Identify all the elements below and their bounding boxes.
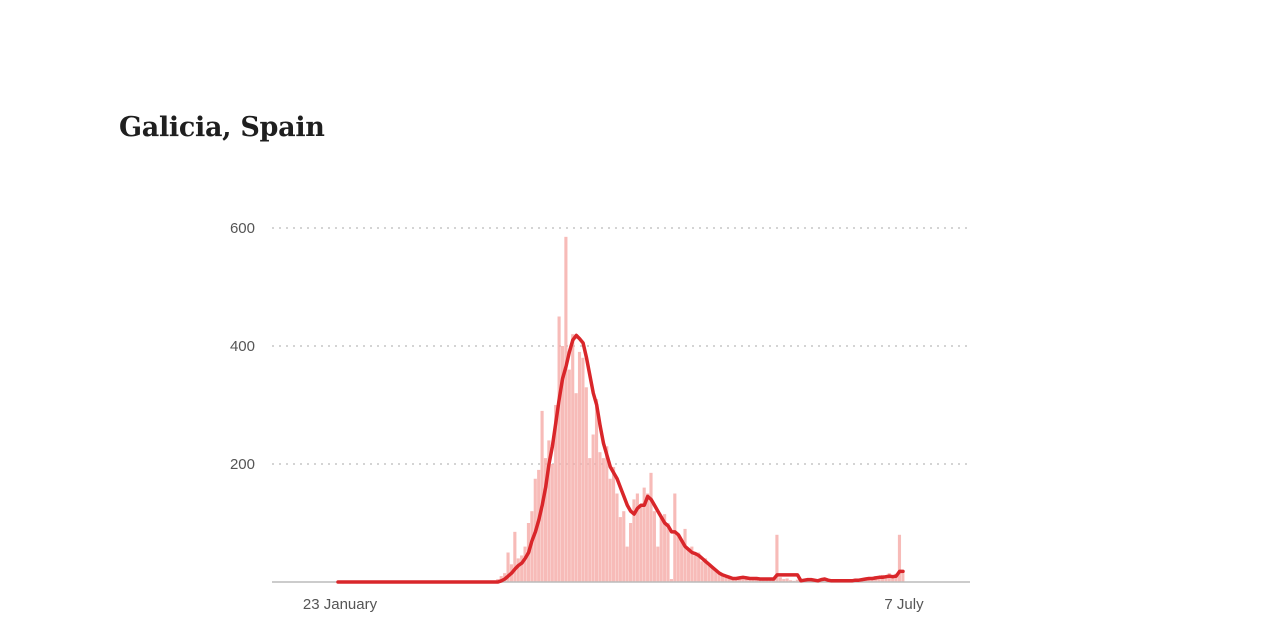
bar	[639, 505, 643, 582]
bar	[516, 558, 520, 582]
bar	[540, 410, 544, 582]
bar	[632, 499, 636, 582]
bar	[778, 577, 782, 582]
bar	[550, 464, 554, 582]
bar	[697, 552, 701, 582]
bar	[567, 369, 571, 582]
bar	[775, 534, 779, 582]
bar	[615, 493, 619, 582]
bar	[785, 578, 789, 582]
bar	[714, 570, 718, 582]
bar	[629, 523, 633, 582]
y-tick-label: 600	[230, 220, 255, 237]
bar	[731, 579, 735, 582]
bar	[758, 579, 762, 582]
bar	[547, 440, 551, 582]
bar	[707, 564, 711, 582]
bar	[771, 579, 776, 582]
bar	[673, 493, 677, 582]
bar	[901, 573, 905, 582]
bar	[676, 534, 680, 582]
bar	[594, 399, 599, 582]
bar	[557, 316, 561, 582]
bar	[680, 540, 684, 582]
bar	[782, 579, 786, 582]
bar	[520, 555, 524, 582]
bar	[863, 580, 867, 582]
bar	[584, 387, 588, 582]
bar	[649, 472, 653, 582]
bar	[717, 573, 721, 582]
chart-title: Galicia, Spain	[119, 112, 325, 143]
y-tick-label: 200	[230, 456, 255, 473]
line-series	[336, 333, 905, 584]
bar	[897, 534, 902, 582]
bar	[765, 580, 769, 582]
bar	[618, 517, 622, 582]
bar	[703, 558, 708, 582]
bar	[591, 434, 595, 582]
bar	[737, 579, 742, 582]
bar	[506, 552, 510, 582]
bar	[795, 579, 799, 582]
bar	[605, 446, 609, 582]
bar	[891, 576, 895, 582]
bar	[622, 511, 626, 582]
bar	[727, 578, 731, 582]
x-tick-label: 23 January	[303, 596, 378, 613]
bar	[608, 478, 612, 582]
bar	[669, 579, 673, 582]
bar	[710, 567, 714, 582]
gridlines	[272, 227, 970, 465]
bar	[659, 517, 663, 582]
bar	[642, 487, 646, 582]
bar	[635, 493, 639, 582]
bar	[666, 523, 670, 582]
bar	[601, 458, 605, 582]
bar	[625, 546, 629, 582]
bar	[560, 346, 565, 582]
bar	[693, 555, 697, 582]
bar	[571, 334, 575, 582]
bar	[543, 458, 548, 582]
bar	[720, 574, 725, 582]
bars	[496, 236, 905, 582]
bar	[574, 393, 578, 582]
bar	[663, 514, 667, 582]
bar	[581, 357, 585, 582]
bar	[554, 405, 558, 582]
bar	[788, 580, 793, 582]
bar	[646, 493, 650, 582]
bar	[652, 511, 656, 582]
bar	[690, 546, 694, 582]
bar	[656, 546, 660, 582]
bar	[686, 549, 691, 582]
bar	[884, 577, 888, 582]
bar	[598, 452, 602, 582]
bar	[611, 466, 616, 582]
bar	[724, 577, 728, 582]
bar	[588, 458, 592, 582]
bar	[683, 528, 687, 582]
x-tick-label: 7 July	[884, 596, 924, 613]
bar	[823, 580, 827, 582]
bar	[513, 531, 517, 582]
bar	[577, 351, 582, 582]
bar	[564, 236, 568, 582]
bar	[877, 577, 881, 582]
bar	[744, 578, 748, 582]
bar	[700, 561, 704, 582]
y-tick-label: 400	[230, 338, 255, 355]
bar	[754, 579, 759, 582]
bar	[748, 580, 752, 582]
y-axis-ticks: 200 400 600	[230, 220, 255, 473]
bar	[523, 546, 527, 582]
